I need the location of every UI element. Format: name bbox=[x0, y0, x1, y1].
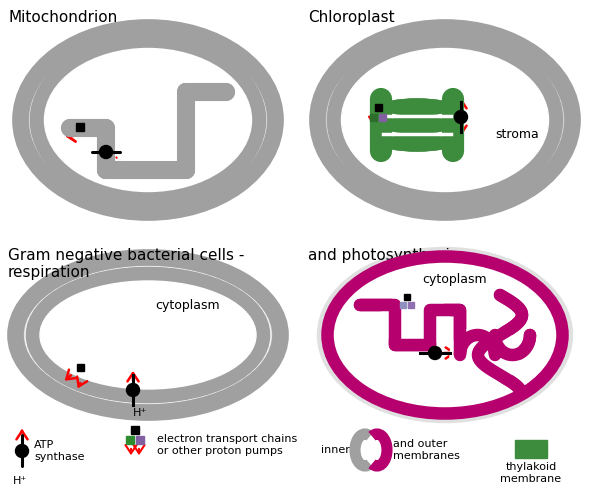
Text: inner: inner bbox=[321, 445, 350, 455]
Ellipse shape bbox=[381, 117, 453, 133]
Ellipse shape bbox=[328, 37, 563, 203]
Bar bbox=[515, 440, 547, 458]
Ellipse shape bbox=[341, 49, 548, 192]
Bar bbox=[400, 302, 406, 308]
Ellipse shape bbox=[317, 28, 572, 212]
Ellipse shape bbox=[381, 117, 453, 133]
Text: Mitochondrion: Mitochondrion bbox=[8, 10, 117, 25]
Ellipse shape bbox=[16, 257, 281, 412]
Text: thylakoid
membrane: thylakoid membrane bbox=[500, 462, 562, 484]
Text: cytoplasm: cytoplasm bbox=[155, 298, 220, 311]
Circle shape bbox=[16, 445, 29, 457]
Text: Chloroplast: Chloroplast bbox=[308, 10, 395, 25]
Text: stroma: stroma bbox=[495, 129, 539, 142]
Bar bbox=[76, 123, 84, 131]
Ellipse shape bbox=[108, 85, 208, 175]
Ellipse shape bbox=[40, 281, 256, 389]
Bar bbox=[131, 426, 139, 434]
Text: H⁺: H⁺ bbox=[133, 408, 147, 418]
Circle shape bbox=[100, 146, 113, 158]
Bar bbox=[126, 436, 134, 444]
Text: and photosynthesis: and photosynthesis bbox=[308, 248, 458, 263]
Bar bbox=[379, 113, 386, 120]
Bar bbox=[136, 436, 144, 444]
Text: ATP
synthase: ATP synthase bbox=[34, 440, 85, 462]
Bar bbox=[404, 294, 410, 300]
Ellipse shape bbox=[317, 248, 572, 423]
Ellipse shape bbox=[328, 256, 563, 413]
Text: and outer
membranes: and outer membranes bbox=[393, 439, 460, 461]
Ellipse shape bbox=[380, 293, 450, 347]
Text: matrix: matrix bbox=[148, 94, 188, 106]
Ellipse shape bbox=[381, 135, 453, 151]
Text: H⁺: H⁺ bbox=[13, 476, 27, 486]
Text: electron transport chains
or other proton pumps: electron transport chains or other proto… bbox=[157, 434, 297, 456]
Circle shape bbox=[127, 384, 139, 396]
Text: Gram negative bacterial cells -
respiration: Gram negative bacterial cells - respirat… bbox=[8, 248, 244, 280]
Ellipse shape bbox=[381, 135, 453, 151]
Ellipse shape bbox=[44, 49, 251, 192]
Circle shape bbox=[455, 110, 467, 123]
Ellipse shape bbox=[31, 37, 265, 203]
Bar bbox=[374, 104, 382, 111]
Text: cytoplasm: cytoplasm bbox=[422, 274, 487, 287]
Circle shape bbox=[428, 346, 442, 359]
Bar bbox=[408, 302, 414, 308]
Bar bbox=[370, 113, 377, 120]
Ellipse shape bbox=[450, 325, 520, 385]
Ellipse shape bbox=[25, 266, 271, 403]
Ellipse shape bbox=[381, 99, 453, 115]
Ellipse shape bbox=[20, 28, 275, 212]
Bar bbox=[77, 364, 83, 371]
Ellipse shape bbox=[381, 99, 453, 115]
